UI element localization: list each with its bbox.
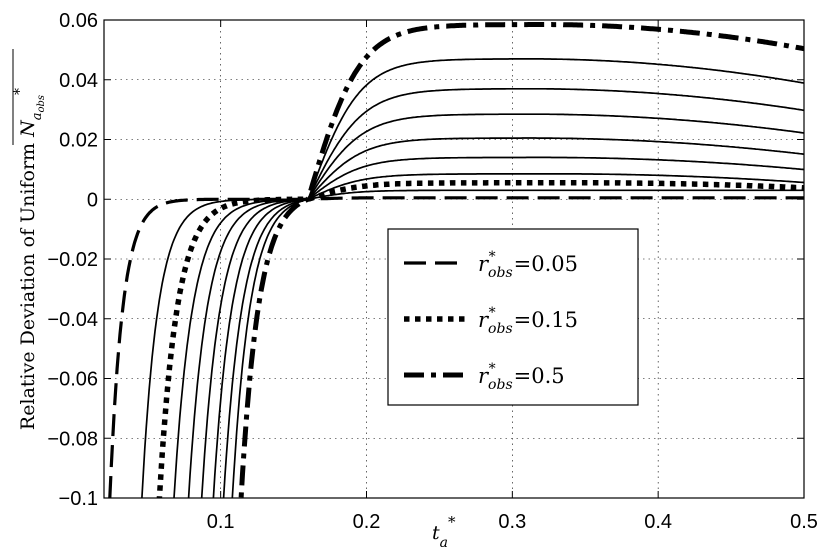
y-tick-label: −0.02 xyxy=(47,249,98,271)
legend: robs* =0.05 robs* =0.15 robs* =0.5 xyxy=(387,228,639,406)
legend-label: robs* =0.15 xyxy=(478,305,578,337)
y-tick-label: −0.1 xyxy=(59,488,98,510)
series-line-9 xyxy=(231,58,804,498)
series-line-4 xyxy=(173,173,804,498)
y-tick-label: −0.08 xyxy=(47,428,98,450)
series-line-1 xyxy=(108,196,804,498)
series-line-3 xyxy=(156,180,804,498)
x-tick-label: 0.2 xyxy=(353,511,381,533)
legend-label: robs* =0.05 xyxy=(478,249,578,281)
series-line-8 xyxy=(222,87,804,498)
legend-label: robs* =0.5 xyxy=(478,361,565,393)
x-tick-label: 0.5 xyxy=(790,511,818,533)
x-axis-title: ta* xyxy=(432,513,456,547)
tick-labels: 0.1 0.2 0.3 0.4 0.5 0.06 0.04 0.02 0 −0.02 −0.04 −0… xyxy=(47,10,818,533)
series-layer xyxy=(108,22,804,498)
series-line-10 xyxy=(238,22,804,498)
y-tick-label: 0.02 xyxy=(59,130,98,152)
y-tick-label: 0.06 xyxy=(59,10,98,32)
svg-text:Relative Deviation of Uniform: Relative Deviation of Uniform Naobs* xyxy=(12,88,47,430)
y-tick-label: −0.04 xyxy=(47,309,98,331)
x-tick-label: 0.1 xyxy=(207,511,235,533)
x-tick-label: 0.4 xyxy=(644,511,672,533)
y-tick-label: 0.04 xyxy=(59,70,98,92)
series-line-2 xyxy=(141,189,804,498)
tick-marks xyxy=(104,19,805,499)
x-tick-label: 0.3 xyxy=(498,511,526,533)
y-tick-label: 0 xyxy=(87,189,98,211)
y-tick-label: −0.06 xyxy=(47,369,98,391)
y-axis-title: Relative Deviation of Uniform Naobs* xyxy=(12,49,47,430)
